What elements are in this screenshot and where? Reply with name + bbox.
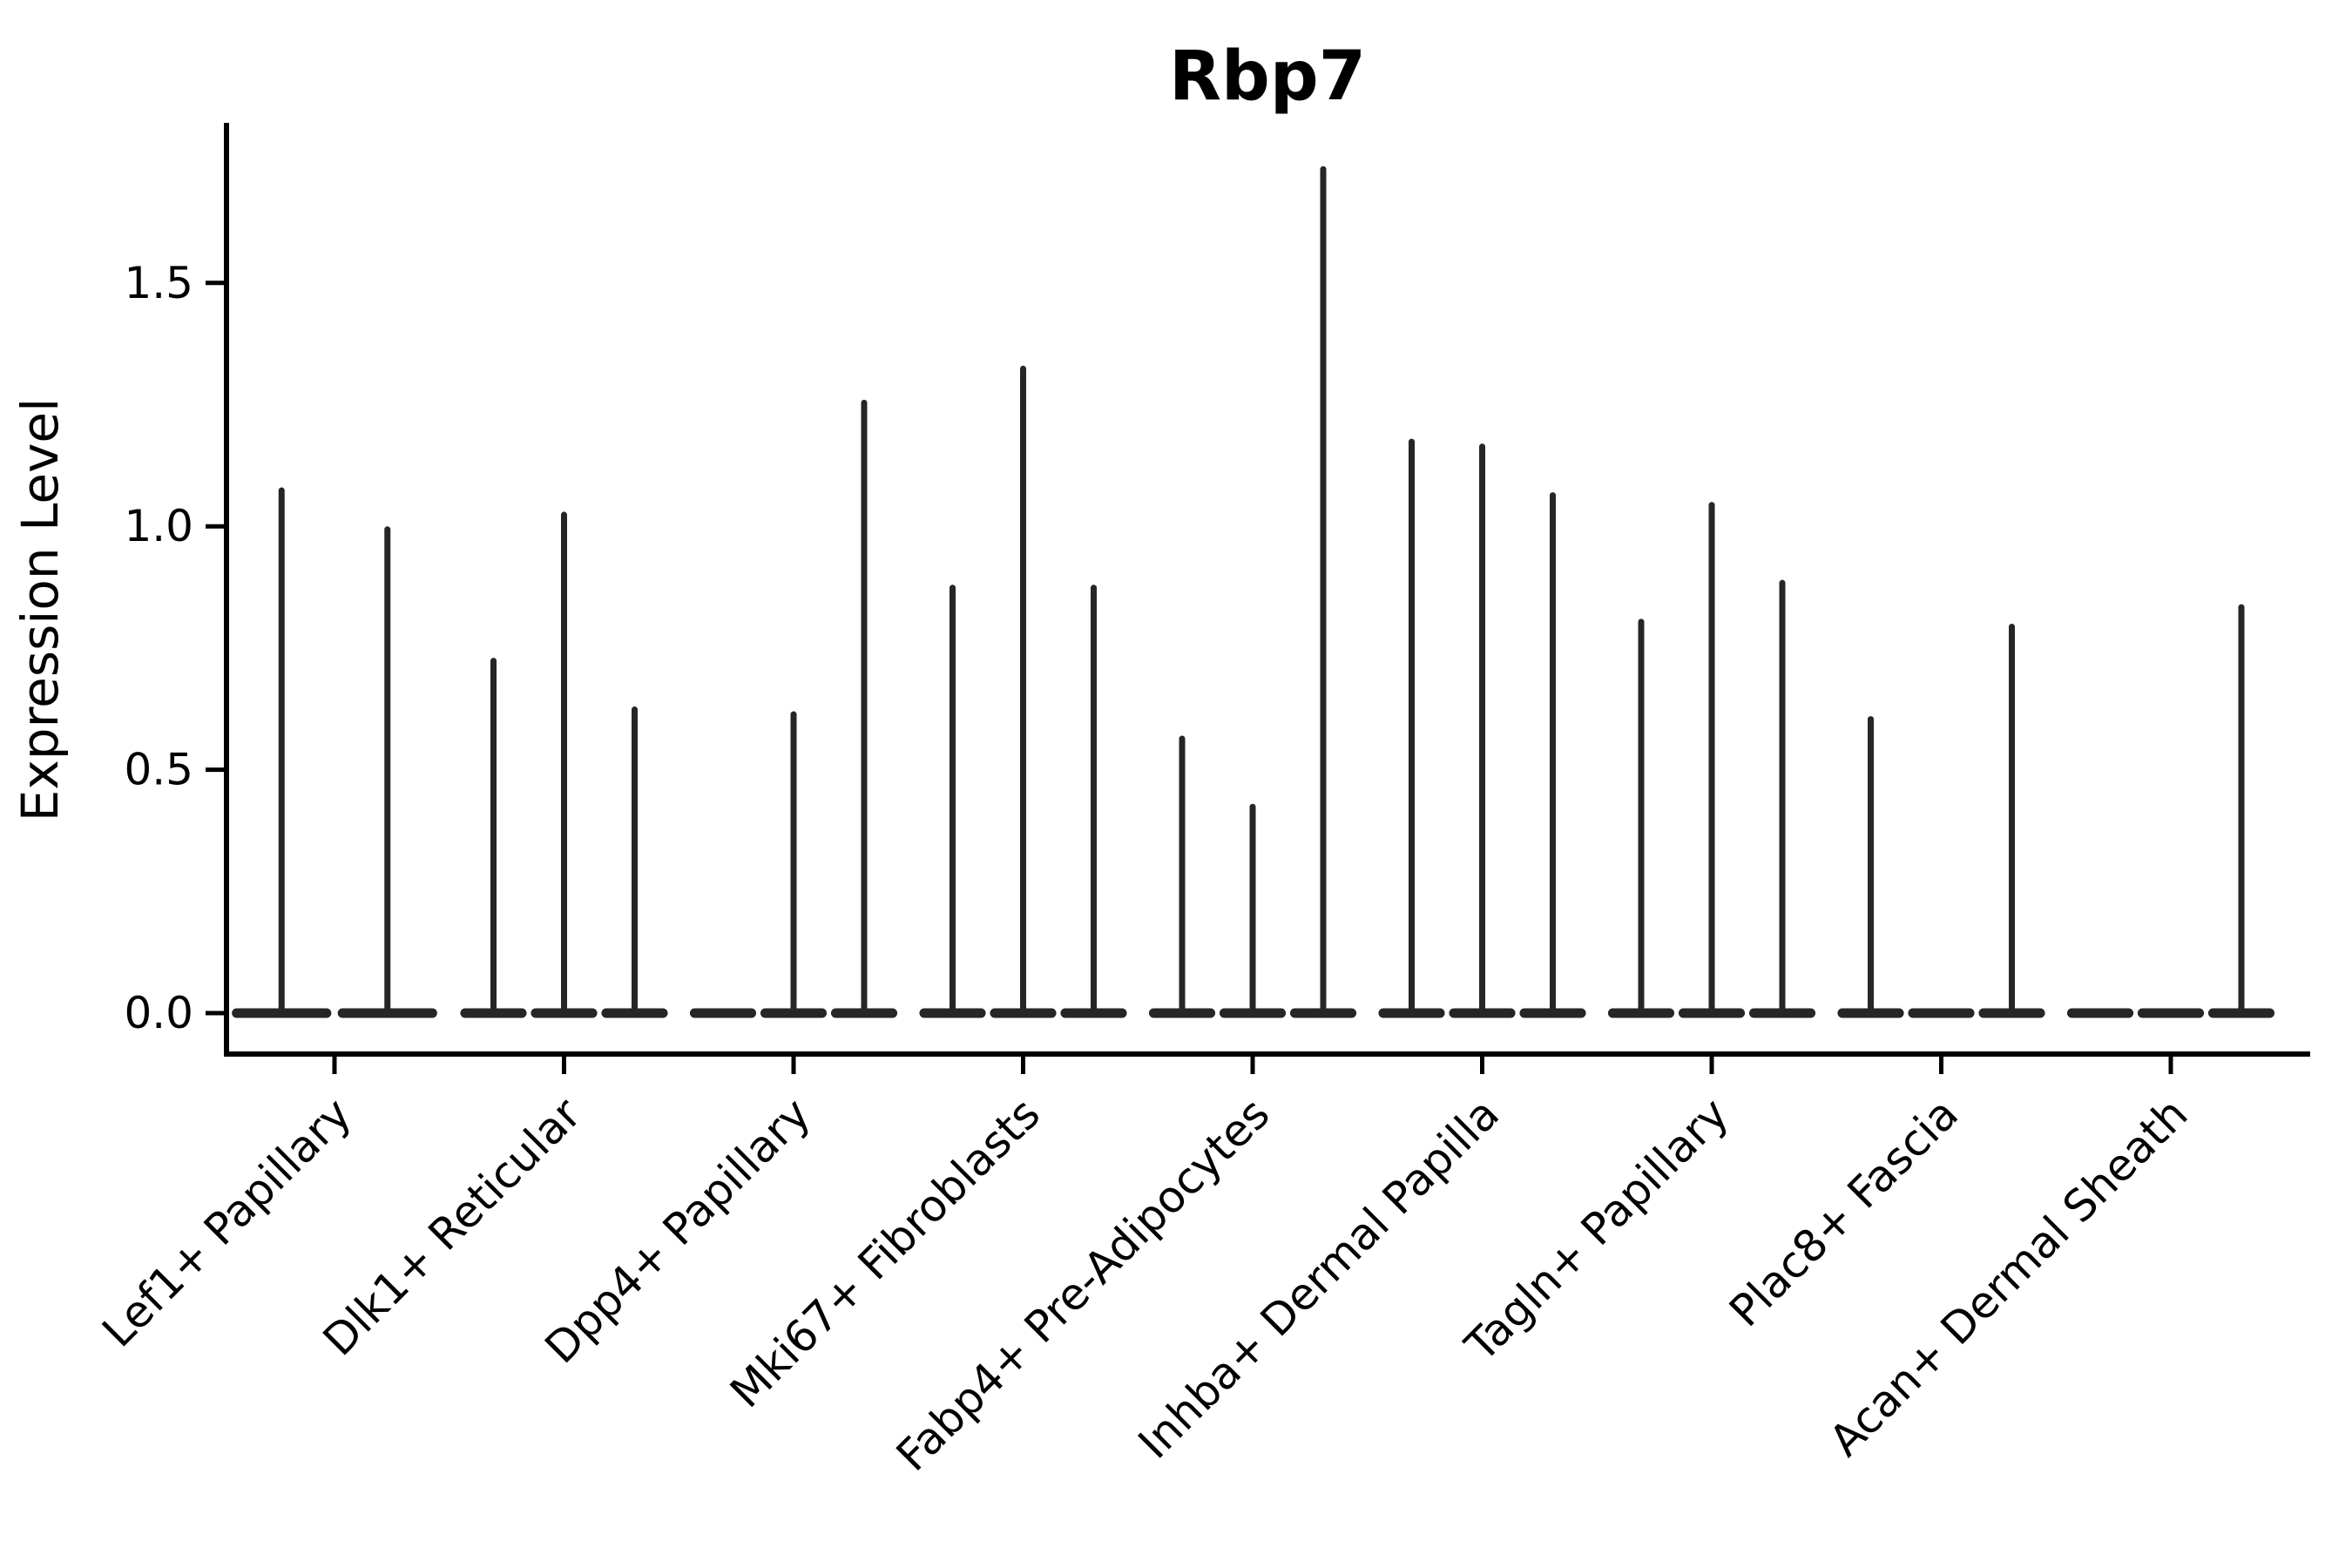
violin-base	[1837, 1008, 1904, 1018]
violin-spike	[1638, 618, 1645, 1015]
y-tick-label: 1.5	[124, 258, 193, 308]
violin-base	[1219, 1008, 1287, 1018]
violin	[1148, 735, 1216, 1018]
violin	[601, 706, 668, 1018]
violin-base	[531, 1008, 598, 1018]
violin-base	[689, 1008, 757, 1018]
violin	[531, 511, 598, 1018]
violin	[919, 585, 986, 1018]
violin-spike	[278, 487, 285, 1015]
violin-base	[1148, 1008, 1216, 1018]
violin	[830, 399, 898, 1018]
violin	[1449, 443, 1516, 1018]
plot-title: Rbp7	[1169, 37, 1366, 116]
violin-base	[601, 1008, 668, 1018]
violin	[2137, 1008, 2205, 1018]
violin-spike	[1091, 585, 1097, 1015]
violin-spike	[861, 399, 868, 1015]
violin-base	[2207, 1008, 2275, 1018]
violin	[337, 526, 437, 1018]
violin-spike	[1868, 716, 1874, 1015]
violin-spike	[1550, 492, 1556, 1015]
violin-base	[1449, 1008, 1516, 1018]
violin-spike	[490, 658, 497, 1015]
violin	[689, 1008, 757, 1018]
violin-base	[1607, 1008, 1675, 1018]
violin-base	[460, 1008, 527, 1018]
violin-base	[830, 1008, 898, 1018]
violin	[1607, 618, 1675, 1018]
violin-base	[1678, 1008, 1746, 1018]
violin	[1908, 1008, 1975, 1018]
violin	[1748, 579, 1816, 1018]
violin	[2207, 604, 2275, 1018]
violin	[1678, 502, 1746, 1018]
violin-base	[1908, 1008, 1975, 1018]
violin	[1978, 623, 2045, 1018]
violin-base	[1748, 1008, 1816, 1018]
violin-base	[2066, 1008, 2134, 1018]
y-tick-label: 1.0	[124, 501, 193, 551]
violin-base	[232, 1008, 332, 1018]
violins-layer	[232, 166, 2275, 1018]
violin	[1289, 166, 1357, 1018]
violin-base	[1289, 1008, 1357, 1018]
violin	[1378, 438, 1445, 1018]
violin-spike	[950, 585, 956, 1015]
violin-spike	[1020, 365, 1026, 1015]
violin-base	[337, 1008, 437, 1018]
violin-spike	[384, 526, 391, 1015]
violin-base	[1978, 1008, 2045, 1018]
violin	[1519, 492, 1586, 1018]
violin-spike	[1320, 166, 1327, 1016]
violin	[1837, 716, 1904, 1018]
violin-spike	[1708, 502, 1715, 1015]
violin-spike	[1409, 438, 1415, 1016]
y-axis-label: Expression Level	[10, 398, 70, 821]
violin	[1060, 585, 1127, 1018]
violin-spike	[2009, 623, 2015, 1015]
violin	[460, 658, 527, 1018]
violin-base	[919, 1008, 986, 1018]
violin-spike	[1779, 579, 1786, 1015]
x-tick-label: Lef1+ Papillary	[92, 1088, 361, 1356]
violin-spike	[1179, 735, 1186, 1015]
violin	[990, 365, 1057, 1018]
x-tick-label: Fabp4+ Pre-Adipocytes	[887, 1088, 1280, 1481]
violin-spike	[2238, 604, 2245, 1015]
violin-base	[760, 1008, 828, 1018]
violin-spike	[790, 711, 797, 1015]
violin-base	[990, 1008, 1057, 1018]
violin	[232, 487, 332, 1018]
y-tick-label: 0.0	[124, 988, 193, 1038]
violin-spike	[561, 511, 567, 1015]
violin-base	[2137, 1008, 2205, 1018]
violin-spike	[632, 706, 638, 1015]
violin-base	[1378, 1008, 1445, 1018]
violin-spike	[1479, 443, 1485, 1016]
x-tick-label: Plac8+ Fascia	[1720, 1088, 1968, 1336]
violin	[2066, 1008, 2134, 1018]
y-tick-label: 0.5	[124, 745, 193, 795]
violin-spike	[1249, 803, 1256, 1015]
violin-base	[1060, 1008, 1127, 1018]
violin	[1219, 803, 1287, 1018]
violin-base	[1519, 1008, 1586, 1018]
violin	[760, 711, 828, 1018]
